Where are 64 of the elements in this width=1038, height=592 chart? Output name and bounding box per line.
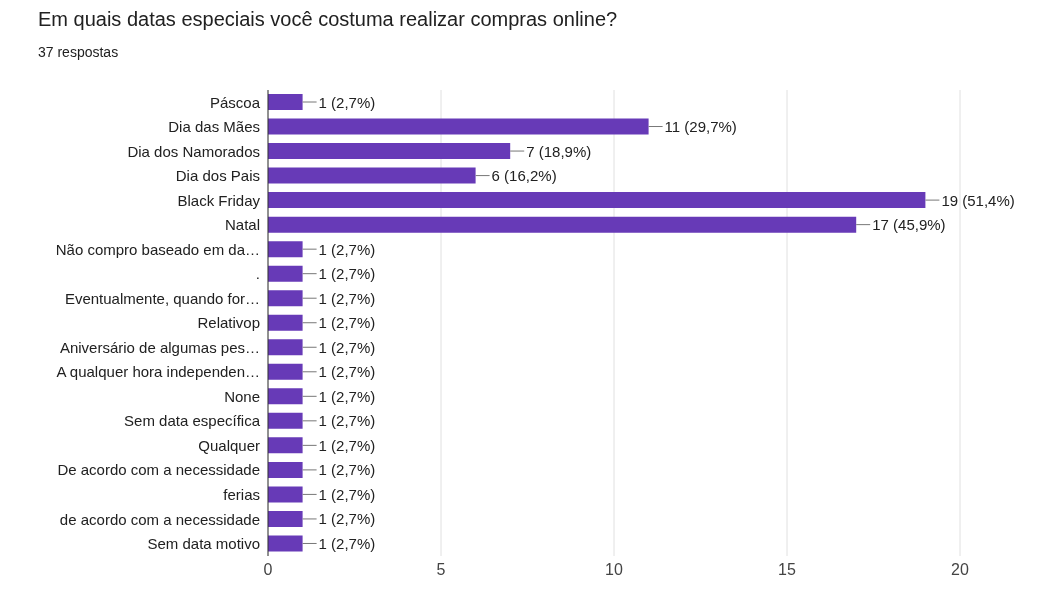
y-tick-label: Dia dos Namorados [127, 142, 260, 160]
data-label: 1 (2,7%) [318, 510, 376, 528]
bar [268, 314, 303, 331]
data-label: 1 (2,7%) [318, 314, 376, 332]
data-label: 1 (2,7%) [318, 93, 376, 111]
bar [268, 339, 303, 356]
bar [268, 216, 857, 233]
data-label: 19 (51,4%) [941, 191, 1015, 209]
y-tick-label: . [255, 265, 260, 283]
bar [268, 535, 303, 552]
bar [268, 412, 303, 429]
bar [268, 94, 303, 110]
bar [268, 437, 303, 454]
y-tick-label: Qualquer [198, 436, 260, 454]
x-tick-label: 15 [778, 561, 796, 579]
data-label: 1 (2,7%) [318, 265, 376, 283]
bar [268, 143, 511, 160]
y-tick-label: Dia das Mães [168, 118, 260, 136]
text: 37 respostas [38, 44, 119, 60]
bar [268, 388, 303, 405]
data-label: 1 (2,7%) [318, 436, 376, 454]
x-tick-label: 5 [436, 561, 446, 579]
data-label: 17 (45,9%) [872, 216, 946, 234]
data-label: 1 (2,7%) [318, 387, 376, 405]
data-label: 6 (16,2%) [491, 167, 557, 185]
x-tick-label: 10 [605, 561, 623, 579]
y-tick-label: Eventualmente, quando for… [64, 289, 260, 307]
y-tick-label: ferias [223, 486, 260, 504]
data-label: 1 (2,7%) [318, 412, 376, 430]
bar [268, 363, 303, 380]
bar [268, 192, 926, 209]
x-tick-label: 20 [951, 561, 969, 579]
y-tick-label: Aniversário de algumas pes… [59, 338, 260, 356]
bar [268, 510, 303, 527]
data-label: 7 (18,9%) [526, 142, 592, 160]
chart-title: Em quais datas especiais você costuma realizar compras online? [38, 8, 618, 31]
x-tick-label: 0 [263, 561, 273, 579]
data-label: 1 (2,7%) [318, 363, 376, 381]
data-label: 1 (2,7%) [318, 338, 376, 356]
data-label: 1 (2,7%) [318, 461, 376, 479]
bar [268, 241, 303, 258]
data-label: 1 (2,7%) [318, 534, 376, 552]
bar [268, 461, 303, 478]
y-tick-label: Dia dos Pais [175, 167, 260, 185]
bar [268, 118, 649, 135]
y-tick-label: Black Friday [177, 191, 261, 209]
bar [268, 167, 476, 184]
y-tick-label: Relativop [197, 314, 260, 332]
y-tick-label: Sem data motivo [147, 535, 260, 553]
bar [268, 486, 303, 503]
y-tick-label: De acordo com a necessidade [57, 461, 260, 479]
y-tick-label: Sem data específica [124, 412, 261, 430]
data-label: 1 (2,7%) [318, 240, 376, 258]
y-tick-label: A qualquer hora independen… [56, 363, 260, 381]
data-label: 11 (29,7%) [664, 118, 737, 136]
data-label: 1 (2,7%) [318, 485, 376, 503]
bar [268, 290, 303, 307]
data-label: 1 (2,7%) [318, 289, 376, 307]
y-tick-label: None [224, 387, 260, 405]
y-tick-label: Não compro baseado em da… [55, 240, 260, 258]
y-tick-label: Páscoa [209, 93, 261, 111]
bar [268, 265, 303, 282]
y-tick-label: de acordo com a necessidade [59, 510, 260, 528]
y-tick-label: Natal [224, 216, 260, 234]
